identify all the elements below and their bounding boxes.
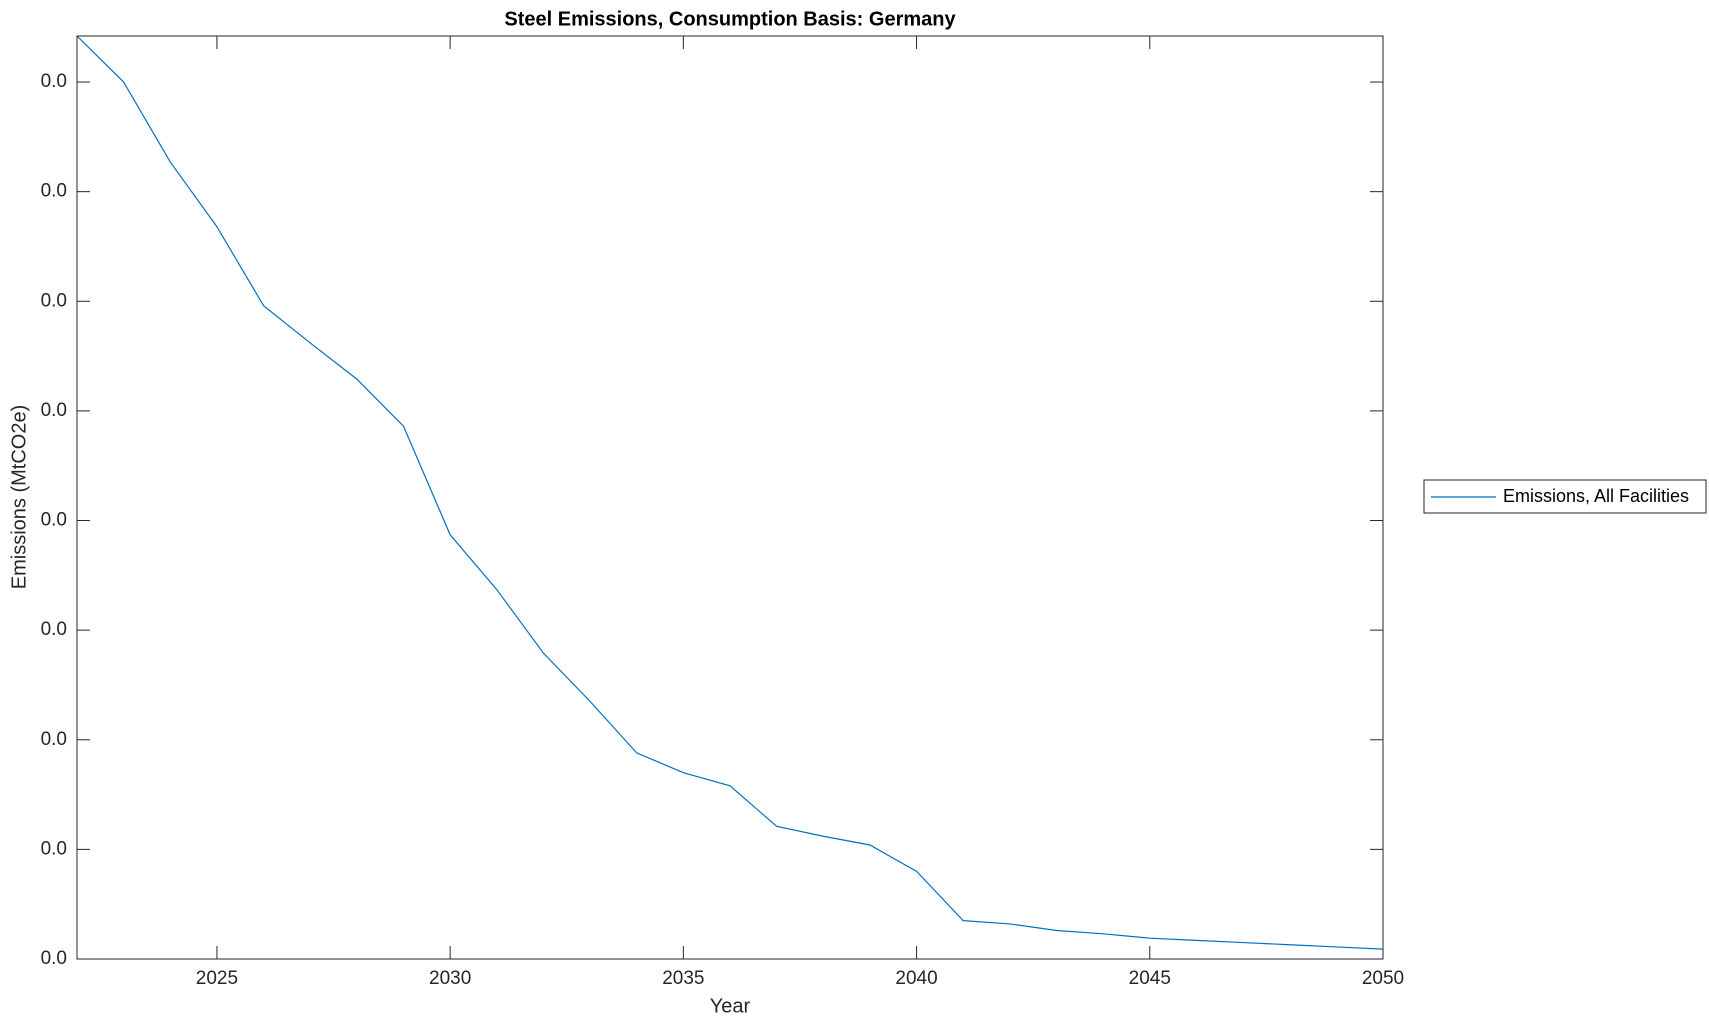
y-tick-label: 0.0 (41, 181, 67, 202)
x-tick-label: 2030 (429, 968, 471, 989)
y-tick-label: 0.0 (41, 400, 67, 421)
x-tick-label: 2025 (196, 968, 238, 989)
y-tick-label: 0.0 (41, 948, 67, 969)
chart-title: Steel Emissions, Consumption Basis: Germ… (504, 8, 956, 30)
y-tick-label: 0.0 (41, 71, 67, 92)
x-tick-label: 2050 (1362, 968, 1404, 989)
x-tick-label: 2045 (1129, 968, 1171, 989)
y-tick-label: 0.0 (41, 510, 67, 531)
legend-label: Emissions, All Facilities (1503, 486, 1689, 506)
x-tick-label: 2040 (895, 968, 937, 989)
y-tick-label: 0.0 (41, 729, 67, 750)
y-tick-label: 0.0 (41, 290, 67, 311)
x-tick-label: 2035 (662, 968, 704, 989)
axes-box (76, 35, 1384, 960)
data-line (76, 35, 1384, 950)
x-axis-label: Year (710, 995, 751, 1017)
y-tick-label: 0.0 (41, 838, 67, 859)
y-axis-label: Emissions (MtCO2e) (8, 405, 30, 589)
y-tick-label: 0.0 (41, 619, 67, 640)
